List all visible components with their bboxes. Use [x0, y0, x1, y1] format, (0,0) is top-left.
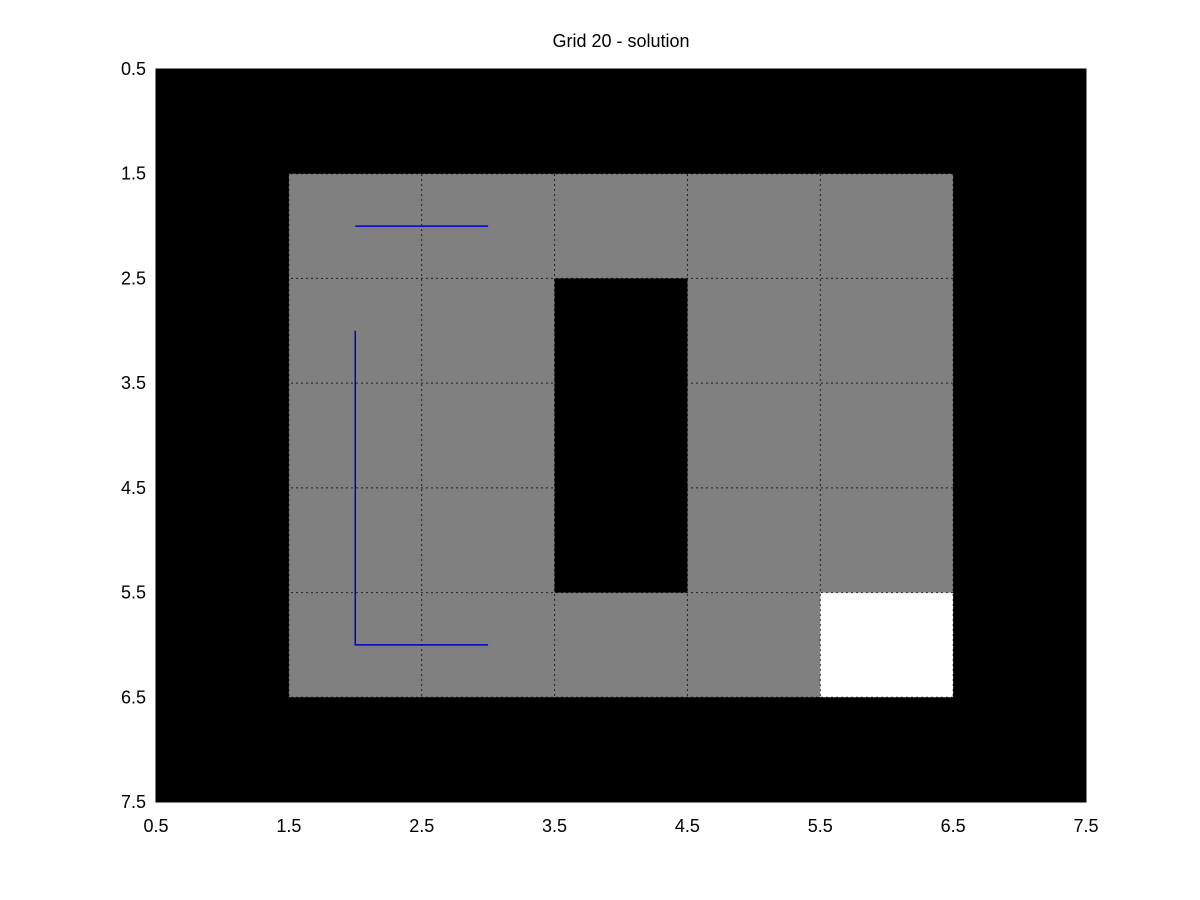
grid-cell — [554, 173, 688, 279]
x-tick-label: 5.5 — [808, 816, 833, 836]
grid-cell — [820, 278, 954, 384]
grid-cell — [554, 487, 688, 594]
y-tick-label: 2.5 — [121, 268, 146, 288]
grid-cell — [156, 383, 290, 489]
x-tick-label: 7.5 — [1073, 816, 1098, 836]
grid-cell — [687, 173, 821, 279]
grid-cell — [687, 592, 821, 698]
grid-cell — [820, 487, 954, 594]
x-tick-label: 6.5 — [941, 816, 966, 836]
grid-cell — [156, 173, 290, 279]
grid-cell — [953, 69, 1087, 175]
grid-cell — [156, 278, 290, 384]
grid-cell — [687, 697, 821, 803]
grid-cell — [421, 69, 556, 175]
grid-cell — [820, 697, 954, 803]
grid-cells — [156, 69, 1087, 803]
grid-cell — [156, 592, 290, 698]
grid-cell — [953, 383, 1087, 489]
plot-area-border — [155, 68, 1087, 803]
grid-cell — [554, 69, 688, 175]
grid-cell — [820, 592, 954, 698]
grid-cell — [421, 278, 556, 384]
y-axis-ticks: 0.5 1.5 2.5 3.5 4.5 5.5 6.5 7.5 — [121, 59, 1086, 812]
x-tick-label: 1.5 — [276, 816, 301, 836]
y-tick-label: 4.5 — [121, 478, 146, 498]
y-tick-label: 7.5 — [121, 792, 146, 812]
grid-cell — [421, 487, 556, 594]
grid-cell — [554, 592, 688, 698]
grid-cell — [156, 697, 290, 803]
x-axis-ticks: 0.5 1.5 2.5 3.5 4.5 5.5 6.5 7.5 — [143, 69, 1099, 836]
grid-cell — [687, 383, 821, 489]
grid-cell — [953, 173, 1087, 279]
y-tick-label: 6.5 — [121, 687, 146, 707]
grid-cell — [421, 697, 556, 803]
path-segment — [354, 330, 489, 646]
x-tick-label: 0.5 — [143, 816, 168, 836]
grid-cell — [288, 697, 423, 803]
grid-cell — [820, 383, 954, 489]
chart-title: Grid 20 - solution — [552, 31, 689, 51]
y-tick-label: 3.5 — [121, 373, 146, 393]
grid-cell — [687, 69, 821, 175]
grid-cell — [554, 697, 688, 803]
grid-cell — [156, 69, 290, 175]
grid-cell — [687, 278, 821, 384]
y-tick-label: 5.5 — [121, 583, 146, 603]
grid-cell — [421, 383, 556, 489]
grid-cell — [953, 592, 1087, 698]
grid-cell — [156, 487, 290, 594]
grid-cell — [687, 487, 821, 594]
x-tick-label: 4.5 — [675, 816, 700, 836]
grid-cell — [820, 69, 954, 175]
x-tick-label: 2.5 — [409, 816, 434, 836]
grid-cell — [554, 278, 688, 384]
grid-cell — [953, 697, 1087, 803]
grid-cell — [953, 278, 1087, 384]
x-tick-label: 3.5 — [542, 816, 567, 836]
gridlines — [156, 69, 1086, 802]
grid-cell — [554, 383, 688, 489]
grid-cell — [820, 173, 954, 279]
solution-path — [354, 225, 489, 646]
grid-cell — [953, 487, 1087, 594]
grid-cell — [288, 69, 423, 175]
y-tick-label: 1.5 — [121, 164, 146, 184]
y-tick-label: 0.5 — [121, 59, 146, 79]
